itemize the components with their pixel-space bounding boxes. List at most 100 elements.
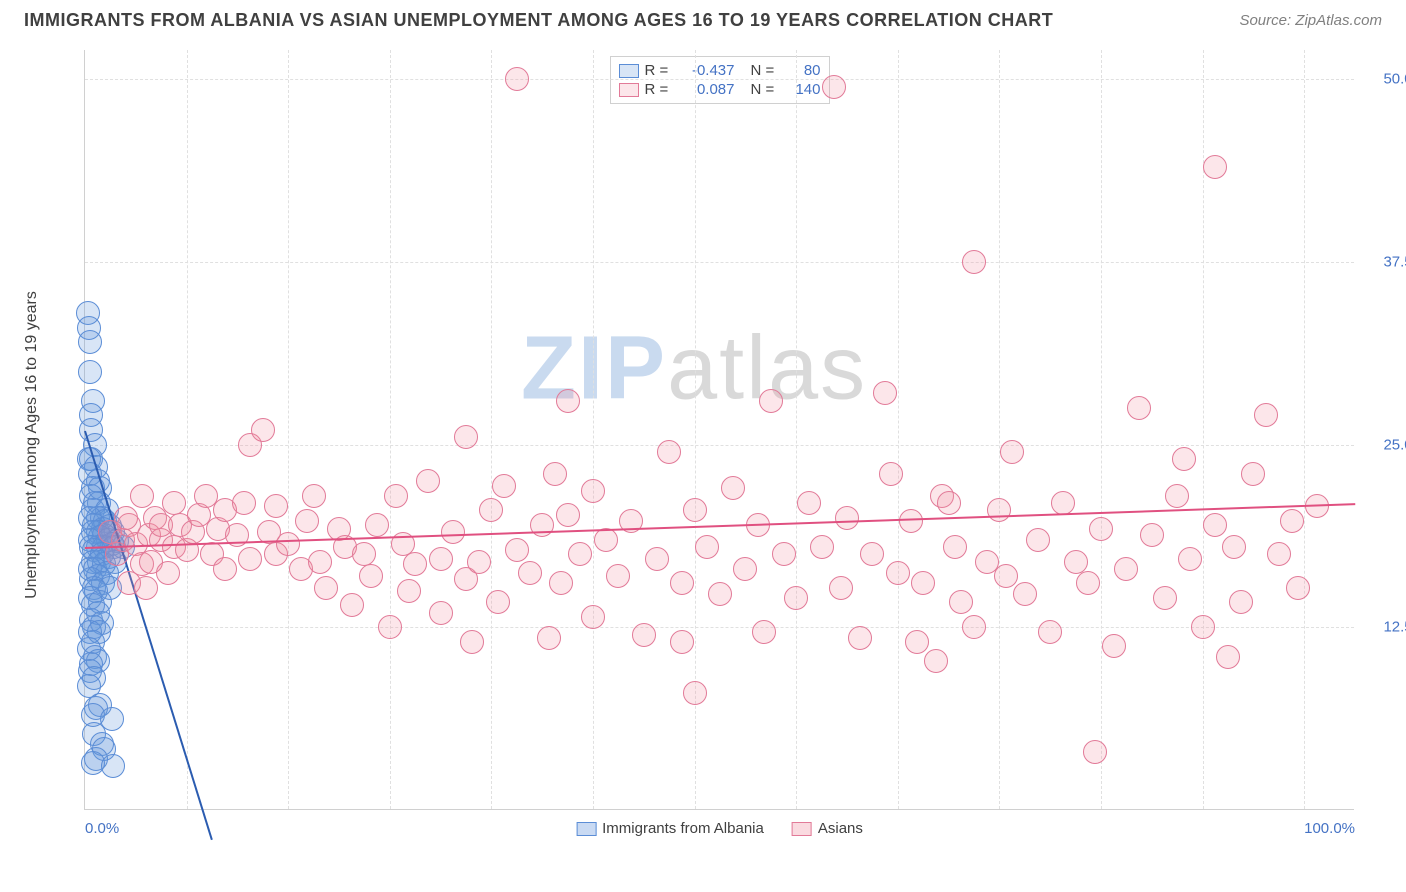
data-point xyxy=(1153,586,1177,610)
legend-n-value: 80 xyxy=(785,62,821,79)
data-point xyxy=(78,330,102,354)
data-point xyxy=(441,520,465,544)
data-point xyxy=(1178,547,1202,571)
data-point xyxy=(1203,155,1227,179)
data-point xyxy=(114,506,138,530)
data-point xyxy=(943,535,967,559)
watermark-zip: ZIP xyxy=(521,318,667,418)
gridline-v xyxy=(999,50,1000,809)
data-point xyxy=(1114,557,1138,581)
y-tick-label: 25.0% xyxy=(1366,436,1406,453)
data-point xyxy=(251,418,275,442)
legend-swatch xyxy=(576,822,596,836)
data-point xyxy=(264,494,288,518)
data-point xyxy=(556,503,580,527)
x-tick-label: 100.0% xyxy=(1304,820,1355,837)
y-tick-label: 12.5% xyxy=(1366,619,1406,636)
data-point xyxy=(238,547,262,571)
legend-label: Immigrants from Albania xyxy=(602,820,764,837)
data-point xyxy=(416,469,440,493)
source-label: Source: ZipAtlas.com xyxy=(1239,12,1382,29)
data-point xyxy=(829,576,853,600)
data-point xyxy=(905,630,929,654)
data-point xyxy=(1140,523,1164,547)
data-point xyxy=(314,576,338,600)
data-point xyxy=(505,538,529,562)
y-tick-label: 50.0% xyxy=(1366,71,1406,88)
data-point xyxy=(460,630,484,654)
data-point xyxy=(492,474,516,498)
data-point xyxy=(384,484,408,508)
data-point xyxy=(1038,620,1062,644)
data-point xyxy=(378,615,402,639)
data-point xyxy=(556,389,580,413)
data-point xyxy=(1165,484,1189,508)
gridline-v xyxy=(1304,50,1305,809)
data-point xyxy=(403,552,427,576)
gridline-h xyxy=(85,262,1354,263)
data-point xyxy=(772,542,796,566)
data-point xyxy=(78,360,102,384)
legend-n-label: N = xyxy=(751,62,779,79)
legend-r-label: R = xyxy=(645,81,673,98)
data-point xyxy=(784,586,808,610)
legend-n-label: N = xyxy=(751,81,779,98)
data-point xyxy=(1000,440,1024,464)
legend-label: Asians xyxy=(818,820,863,837)
data-point xyxy=(543,462,567,486)
data-point xyxy=(1267,542,1291,566)
data-point xyxy=(1013,582,1037,606)
data-point xyxy=(134,576,158,600)
y-axis-label: Unemployment Among Ages 16 to 19 years xyxy=(23,291,41,599)
data-point xyxy=(130,484,154,508)
data-point xyxy=(518,561,542,585)
data-point xyxy=(962,250,986,274)
data-point xyxy=(670,571,694,595)
gridline-h xyxy=(85,627,1354,628)
data-point xyxy=(486,590,510,614)
gridline-v xyxy=(796,50,797,809)
gridline-v xyxy=(898,50,899,809)
data-point xyxy=(1127,396,1151,420)
scatter-chart: Unemployment Among Ages 16 to 19 years Z… xyxy=(60,50,1380,840)
data-point xyxy=(733,557,757,581)
gridline-h xyxy=(85,445,1354,446)
data-point xyxy=(397,579,421,603)
y-tick-label: 37.5% xyxy=(1366,253,1406,270)
legend-r-value: -0.437 xyxy=(679,62,735,79)
data-point xyxy=(568,542,592,566)
data-point xyxy=(454,425,478,449)
data-point xyxy=(797,491,821,515)
data-point xyxy=(987,498,1011,522)
gridline-v xyxy=(390,50,391,809)
data-point xyxy=(1254,403,1278,427)
legend-n-value: 140 xyxy=(785,81,821,98)
data-point xyxy=(606,564,630,588)
data-point xyxy=(657,440,681,464)
data-point xyxy=(1222,535,1246,559)
data-point xyxy=(1203,513,1227,537)
data-point xyxy=(505,67,529,91)
data-point xyxy=(949,590,973,614)
data-point xyxy=(1229,590,1253,614)
legend-r-label: R = xyxy=(645,62,673,79)
data-point xyxy=(1191,615,1215,639)
gridline-v xyxy=(593,50,594,809)
data-point xyxy=(1064,550,1088,574)
legend-swatch xyxy=(792,822,812,836)
data-point xyxy=(1089,517,1113,541)
data-point xyxy=(632,623,656,647)
data-point xyxy=(645,547,669,571)
data-point xyxy=(359,564,383,588)
data-point xyxy=(340,593,364,617)
legend-swatch xyxy=(619,64,639,78)
data-point xyxy=(1216,645,1240,669)
data-point xyxy=(994,564,1018,588)
data-point xyxy=(232,491,256,515)
gridline-h xyxy=(85,79,1354,80)
gridline-v xyxy=(187,50,188,809)
data-point xyxy=(924,649,948,673)
data-point xyxy=(695,535,719,559)
data-point xyxy=(860,542,884,566)
data-point xyxy=(479,498,503,522)
